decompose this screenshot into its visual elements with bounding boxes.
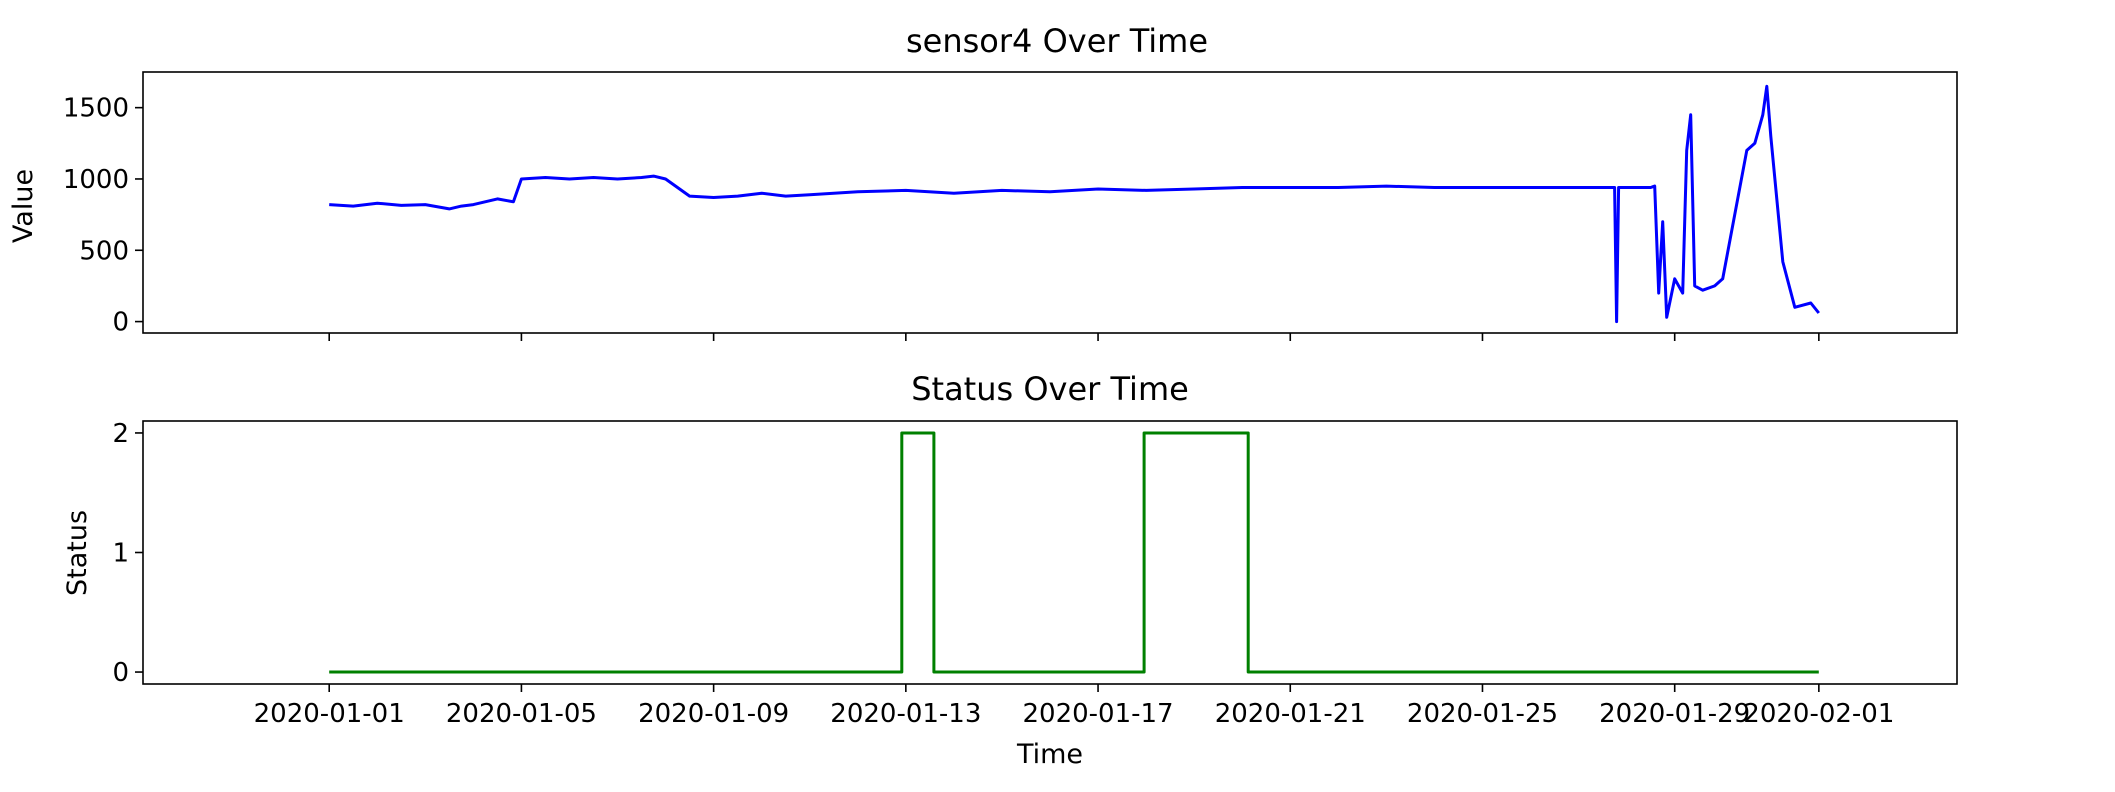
x-tick-label: 2020-01-17: [1022, 699, 1173, 729]
x-tick-label: 2020-01-21: [1215, 699, 1366, 729]
status-chart-title: Status Over Time: [911, 370, 1189, 408]
x-tick-label: 2020-02-01: [1743, 699, 1894, 729]
x-tick-label: 2020-01-05: [446, 699, 597, 729]
sensor4-subplot: sensor4 Over Time Value 0 500 1000 1500: [8, 22, 1958, 341]
y-tick-label: 0: [112, 308, 129, 338]
status-y-ticks: 0 1 2: [112, 419, 143, 688]
y-tick-label: 1500: [63, 94, 129, 124]
status-series: [329, 431, 1819, 674]
sensor4-plot-frame: [142, 71, 1958, 334]
sensor4-chart-title: sensor4 Over Time: [906, 22, 1208, 60]
status-plot-frame: [142, 420, 1958, 685]
status-x-ticks: 2020-01-01 2020-01-05 2020-01-09 2020-01-13…: [254, 684, 1894, 729]
y-tick-label: 1000: [63, 165, 129, 195]
status-y-axis-label: Status: [62, 510, 93, 596]
x-tick-label: 2020-01-29: [1599, 699, 1750, 729]
sensor4-y-ticks: 0 500 1000 1500: [63, 94, 143, 338]
x-tick-label: 2020-01-25: [1407, 699, 1558, 729]
sensor4-y-axis-label: Value: [8, 169, 39, 243]
x-tick-label: 2020-01-09: [638, 699, 789, 729]
sensor4-x-ticks: [328, 333, 1820, 341]
x-tick-label: 2020-01-01: [254, 699, 405, 729]
series-line: [329, 84, 1820, 324]
x-tick-label: 2020-01-13: [830, 699, 981, 729]
status-subplot: Status Over Time Status Time 0 1 2 2020-01…: [62, 370, 1958, 770]
y-tick-label: 2: [112, 419, 129, 449]
sensor4-series: [329, 84, 1820, 324]
y-tick-label: 0: [112, 658, 129, 688]
y-tick-label: 500: [79, 236, 129, 266]
status-x-axis-label: Time: [1016, 739, 1083, 770]
y-tick-label: 1: [112, 539, 129, 569]
series-line: [329, 431, 1819, 674]
